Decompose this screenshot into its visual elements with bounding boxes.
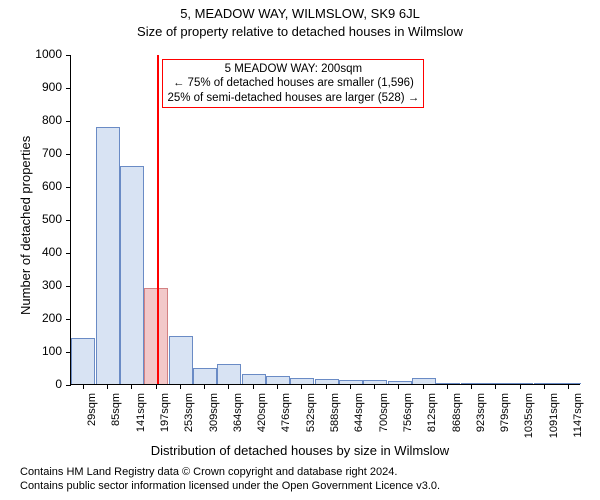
y-tick-label: 1000 [22,47,62,61]
x-axis-label: Distribution of detached houses by size … [0,443,600,458]
y-tick-label: 100 [22,344,62,358]
histogram-bar [290,378,314,384]
histogram-bar [534,383,558,384]
footer-line2: Contains public sector information licen… [20,480,440,492]
histogram-bar [217,364,241,384]
callout-line2: ← 75% of detached houses are smaller (1,… [167,76,419,90]
x-tick-label: 420sqm [256,393,268,443]
x-tick-label: 923sqm [475,393,487,443]
chart-container: 5, MEADOW WAY, WILMSLOW, SK9 6JL Size of… [0,0,600,500]
x-tick-label: 868sqm [451,393,463,443]
x-tick-label: 253sqm [183,393,195,443]
histogram-bar [169,336,193,384]
histogram-bar [509,383,533,384]
y-tick-label: 700 [22,146,62,160]
histogram-bar [363,380,387,384]
y-tick-label: 0 [22,377,62,391]
chart-subtitle: Size of property relative to detached ho… [0,24,600,39]
y-tick-label: 900 [22,80,62,94]
y-tick-label: 300 [22,278,62,292]
page-title: 5, MEADOW WAY, WILMSLOW, SK9 6JL [0,6,600,21]
x-tick-label: 309sqm [208,393,220,443]
histogram-bar [485,383,509,384]
histogram-bar [315,379,339,384]
x-tick-label: 141sqm [135,393,147,443]
y-tick-label: 400 [22,245,62,259]
x-tick-label: 756sqm [402,393,414,443]
callout-line1: 5 MEADOW WAY: 200sqm [167,62,419,76]
x-tick-label: 197sqm [159,393,171,443]
callout-line3: 25% of semi-detached houses are larger (… [167,91,419,105]
x-tick-label: 85sqm [110,393,122,443]
x-tick-label: 1091sqm [548,393,560,443]
histogram-bar [388,381,412,384]
x-tick-label: 29sqm [86,393,98,443]
property-marker-line [157,55,159,384]
histogram-bar [120,166,144,384]
histogram-bar [96,127,120,384]
histogram-bar [71,338,95,384]
histogram-bar [144,288,168,384]
x-tick-label: 476sqm [280,393,292,443]
x-tick-label: 588sqm [329,393,341,443]
y-tick-label: 800 [22,113,62,127]
histogram-bar [436,383,460,384]
histogram-bar [558,383,581,384]
y-tick-label: 600 [22,179,62,193]
y-tick-label: 200 [22,311,62,325]
histogram-bar [242,374,266,384]
x-tick-label: 364sqm [232,393,244,443]
y-tick-label: 500 [22,212,62,226]
histogram-bar [412,378,436,384]
x-tick-label: 532sqm [305,393,317,443]
histogram-bar [461,383,485,384]
x-tick-label: 1147sqm [572,393,584,443]
histogram-bar [193,368,217,384]
x-tick-label: 700sqm [378,393,390,443]
x-tick-label: 979sqm [499,393,511,443]
footer-line1: Contains HM Land Registry data © Crown c… [20,466,397,478]
x-tick-label: 644sqm [353,393,365,443]
x-tick-label: 812sqm [426,393,438,443]
histogram-bar [266,376,290,384]
histogram-bar [339,380,363,384]
x-tick-label: 1035sqm [523,393,535,443]
callout-box: 5 MEADOW WAY: 200sqm ← 75% of detached h… [162,59,424,108]
